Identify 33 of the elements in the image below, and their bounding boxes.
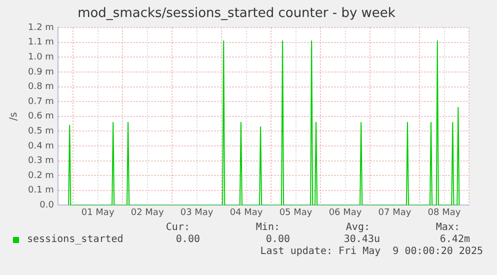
y-tick-label: 0.7 m	[28, 96, 54, 107]
text: Min:	[254, 222, 280, 233]
x-tick-label: 02 May	[130, 208, 164, 218]
y-tick-label: 1.0 m	[28, 52, 54, 63]
y-tick-label: 0.5 m	[28, 126, 54, 137]
y-axis-title: /s	[8, 112, 20, 121]
y-tick-label: 0.4 m	[28, 141, 54, 152]
text: 30.43u	[342, 234, 380, 245]
x-tick-label: 04 May	[230, 208, 264, 218]
y-tick-label: 0.6 m	[28, 112, 54, 122]
text: Avg:	[344, 222, 370, 233]
chart-title: mod_smacks/sessions_started counter - by week	[78, 6, 396, 22]
x-tick-label: 07 May	[378, 208, 412, 218]
y-tick-label: 0.1 m	[28, 186, 54, 196]
text: Last update: Fri May 9 00:00:20 2025	[260, 246, 483, 257]
y-tick-label: 0.9 m	[28, 67, 54, 78]
text: Max:	[434, 222, 460, 233]
y-tick-label: 0.3 m	[28, 156, 54, 166]
y-tick-label: 0.0	[40, 200, 54, 211]
x-tick-label: 03 May	[180, 208, 214, 218]
x-tick-label: 01 May	[81, 208, 115, 218]
text: 0.00	[264, 234, 290, 245]
x-tick-label: 06 May	[328, 208, 362, 218]
text: 6.42m	[438, 234, 470, 245]
y-tick-label: 0.8 m	[28, 82, 54, 92]
x-tick-label: 08 May	[428, 208, 462, 218]
text: 0.00	[176, 234, 200, 245]
y-tick-label: 1.2 m	[28, 22, 54, 33]
text: Cur:	[164, 222, 190, 233]
y-tick-label: 0.2 m	[28, 170, 54, 181]
y-tick-label: 1.1 m	[28, 38, 54, 48]
x-tick-label: 05 May	[279, 208, 313, 218]
legend-label: sessions_started	[27, 234, 124, 245]
